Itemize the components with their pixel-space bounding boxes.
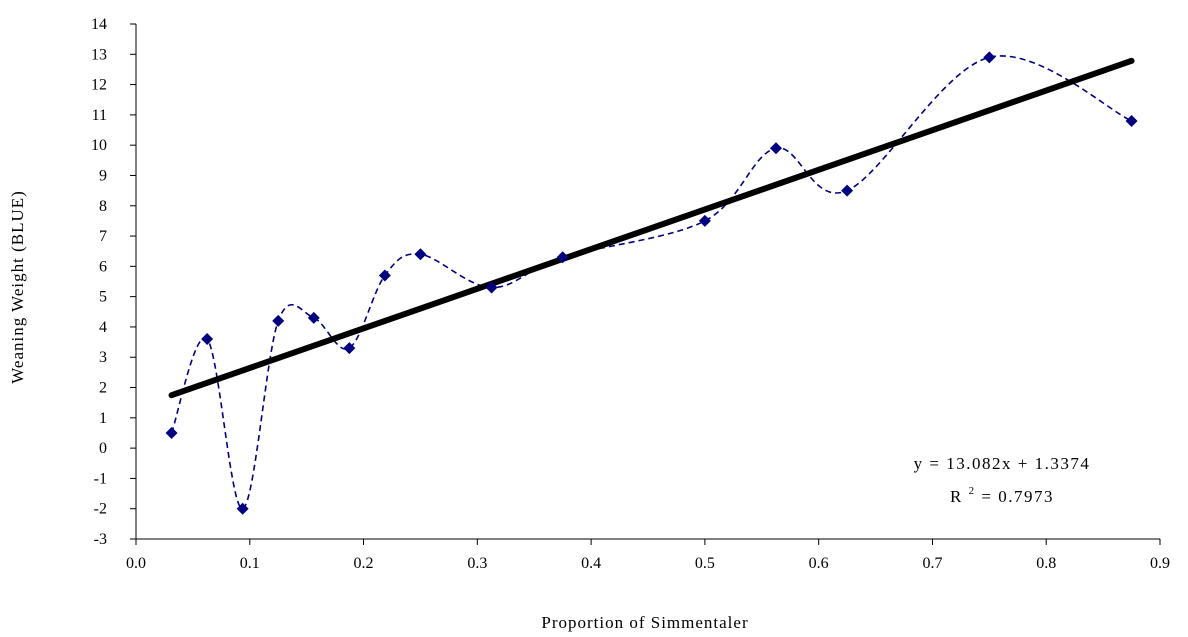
data-point (378, 269, 391, 282)
x-tick-label: 0.1 (240, 555, 260, 572)
series-line (170, 55, 1132, 510)
x-axis-ticks: 0.0 0.1 0.2 0.3 0.4 0.5 0.6 0.7 0.8 0.9 (126, 539, 1170, 572)
x-tick-label: 0.7 (922, 555, 942, 572)
y-tick-label: 5 (99, 289, 107, 306)
data-point (770, 142, 782, 155)
y-tick-label: 6 (99, 258, 107, 275)
data-point (983, 51, 996, 64)
y-tick-label: -1 (94, 470, 107, 487)
x-tick-label: 0.3 (467, 555, 487, 572)
x-axis-title: Proportion of Simmentaler (541, 613, 748, 632)
data-point (165, 426, 178, 439)
data-point (236, 502, 249, 515)
x-tick-label: 0.9 (1150, 555, 1170, 572)
x-tick-label: 0.2 (354, 555, 374, 572)
y-axis-title: Weaning Weight (BLUE) (8, 190, 27, 384)
y-tick-label: 2 (99, 380, 107, 397)
data-point (556, 251, 569, 264)
y-tick-label: 4 (99, 319, 107, 336)
data-point (343, 342, 356, 355)
r-squared-value: = 0.7973 (981, 487, 1054, 506)
r-squared-prefix: R (950, 487, 963, 506)
trendline-equation: y = 13.082x + 1.3374 (914, 454, 1091, 473)
data-point (307, 311, 320, 324)
y-tick-label: 1 (99, 410, 107, 427)
data-point (414, 248, 427, 261)
x-tick-label: 0.6 (809, 555, 829, 572)
r-squared-exponent: 2 (969, 485, 976, 497)
x-tick-label: 0.5 (695, 555, 715, 572)
y-tick-label: 0 (99, 440, 107, 457)
y-tick-label: 7 (99, 228, 107, 245)
axes (135, 24, 1160, 540)
r-squared-label: R 2 = 0.7973 (950, 479, 1054, 506)
x-tick-label: 0.8 (1036, 555, 1056, 572)
y-tick-label: 9 (99, 167, 107, 184)
y-tick-label: -3 (94, 531, 107, 548)
x-tick-label: 0.0 (126, 555, 146, 572)
data-point (485, 281, 498, 294)
trendline (168, 57, 1135, 399)
y-tick-label: 13 (91, 46, 107, 63)
data-point (698, 214, 711, 227)
y-tick-label: 8 (99, 198, 107, 215)
x-tick-label: 0.4 (581, 555, 601, 572)
y-tick-label: 3 (99, 349, 107, 366)
y-tick-label: 10 (91, 137, 107, 154)
y-tick-label: -2 (94, 501, 107, 518)
data-point (841, 184, 854, 197)
y-tick-label: 11 (92, 107, 107, 124)
data-point (201, 333, 214, 346)
y-tick-label: 14 (91, 16, 107, 33)
data-point (272, 314, 285, 327)
data-point (1125, 114, 1138, 127)
y-tick-label: 12 (91, 77, 107, 94)
data-points (165, 51, 1138, 515)
